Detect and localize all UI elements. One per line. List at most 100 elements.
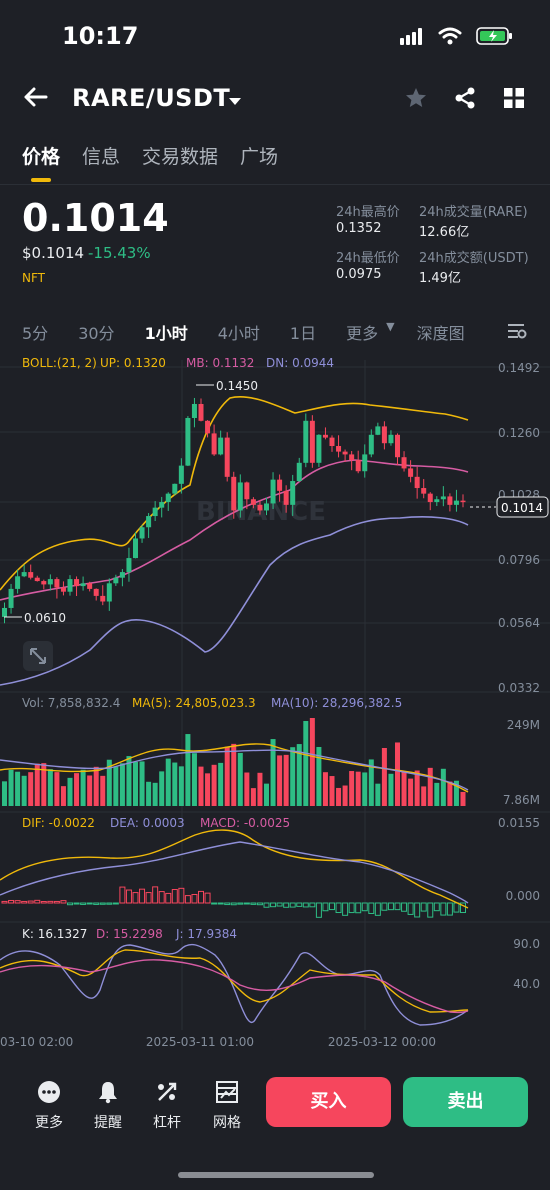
volume-bar (440, 768, 446, 806)
volume-bar (87, 775, 93, 806)
candle (74, 579, 80, 587)
macd-dea-line (0, 841, 469, 904)
macd-bar (237, 902, 244, 905)
kline-chart[interactable]: BOLL:(21, 2) UP: 0.1320 MB: 0.1132 DN: 0… (0, 350, 550, 1060)
volume-bar (408, 778, 414, 806)
vol-axis-min: 7.86M (503, 793, 540, 807)
macd-bar (171, 889, 178, 904)
amount-label: 24h成交额(USDT) (419, 251, 529, 266)
candle (28, 572, 34, 578)
macd-bar (289, 902, 296, 908)
grid-menu-button[interactable] (503, 87, 525, 113)
macd-bar (60, 900, 67, 904)
leverage-label: 杠杆 (153, 1115, 181, 1131)
interval-5m[interactable]: 5分 (22, 324, 49, 343)
macd-bar (250, 902, 257, 905)
interval-more[interactable]: 更多 (346, 324, 379, 343)
share-button[interactable] (453, 86, 477, 114)
last-price: 0.1014 (22, 196, 169, 240)
boll-dn: DN: 0.0944 (266, 356, 334, 370)
macd-bar (211, 902, 218, 905)
pair-dropdown[interactable] (228, 92, 242, 111)
macd-bar (86, 902, 93, 905)
macd-bar (407, 902, 414, 915)
price-usd: $0.1014 (22, 244, 85, 262)
buy-button[interactable]: 买入 (266, 1077, 391, 1127)
volume-bar (244, 772, 250, 806)
candle (414, 476, 420, 489)
candle (152, 507, 158, 517)
more-button[interactable]: 更多 (24, 1080, 74, 1132)
candle (237, 482, 243, 511)
tab-trade-data[interactable]: 交易数据 (142, 146, 219, 168)
time-axis-label: 2025-03-11 01:00 (146, 1035, 254, 1049)
candle (159, 502, 165, 508)
candle (303, 420, 309, 463)
volume-bar (139, 761, 145, 806)
candle (368, 434, 374, 455)
candle (283, 490, 289, 505)
candle (218, 437, 224, 455)
volume-bar (395, 742, 400, 806)
macd-bar (21, 900, 28, 904)
expand-chart-button[interactable] (23, 641, 53, 671)
candle (434, 499, 440, 503)
tab-info[interactable]: 信息 (82, 146, 121, 168)
grid-label: 网格 (213, 1115, 241, 1131)
chart-grid (0, 360, 550, 1030)
depth-chart-tab[interactable]: 深度图 (416, 324, 465, 343)
more-label: 更多 (35, 1115, 63, 1131)
candle (93, 588, 99, 596)
grid-trading-button[interactable]: 网格 (202, 1080, 252, 1132)
interval-30m[interactable]: 30分 (78, 324, 115, 343)
candle (15, 576, 21, 589)
candle (106, 583, 112, 602)
macd-bar (53, 900, 60, 904)
interval-1h[interactable]: 1小时 (144, 324, 188, 343)
candle (388, 434, 394, 444)
candle (8, 588, 14, 608)
candle (290, 481, 296, 505)
volume-bar (322, 772, 328, 806)
category-tag[interactable]: NFT (22, 271, 45, 285)
macd-bar (420, 902, 427, 912)
sell-button[interactable]: 卖出 (403, 1077, 528, 1127)
volume-bar (21, 775, 27, 806)
volume-bar (211, 764, 217, 806)
macd-bar (296, 902, 303, 907)
candle (54, 579, 60, 588)
macd-bar (276, 902, 283, 907)
time-axis-label: 03-10 02:00 (0, 1035, 73, 1049)
volume-bar (290, 747, 296, 806)
tab-square[interactable]: 广场 (240, 146, 279, 168)
volume-bar (119, 763, 125, 806)
leverage-button[interactable]: 杠杆 (142, 1080, 192, 1132)
alert-button[interactable]: 提醒 (83, 1080, 133, 1132)
interval-4h[interactable]: 4小时 (217, 324, 260, 343)
macd-bar (322, 902, 329, 912)
volume-bar (453, 780, 459, 806)
high-price-mark: 0.1450 (216, 379, 258, 393)
macd-bar (263, 902, 270, 908)
grid-icon (504, 88, 524, 108)
candle (309, 420, 315, 463)
chart-settings-button[interactable] (507, 322, 527, 344)
candle (211, 433, 217, 455)
volume-bar (113, 766, 119, 806)
macd-bar (302, 902, 309, 908)
back-button[interactable] (22, 86, 48, 112)
macd-bar (315, 902, 322, 918)
boll-mb: MB: 0.1132 (186, 356, 254, 370)
macd-bar (256, 902, 263, 906)
candle (165, 493, 171, 503)
favorite-button[interactable] (404, 86, 428, 114)
candle (126, 558, 132, 573)
price-axis-label: 0.1260 (498, 426, 540, 440)
pair-title[interactable]: RARE/USDT (72, 84, 231, 112)
more-dots-icon (38, 1081, 60, 1103)
bell-icon (99, 1082, 117, 1104)
tab-price[interactable]: 价格 (22, 146, 61, 168)
candle (401, 457, 407, 469)
interval-1d[interactable]: 1日 (289, 324, 317, 343)
macd-dif-line (0, 829, 469, 909)
